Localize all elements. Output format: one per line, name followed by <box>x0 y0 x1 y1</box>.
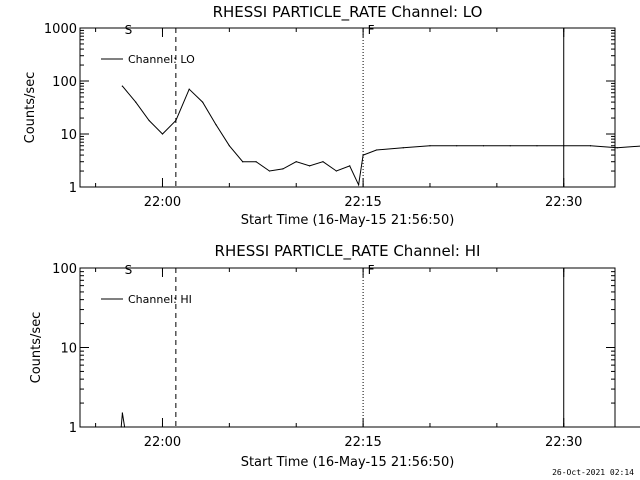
event-annotation: S <box>125 23 133 37</box>
data-point <box>161 133 164 135</box>
data-point <box>215 124 217 126</box>
chart-title: RHESSI PARTICLE_RATE Channel: LO <box>213 3 483 22</box>
panel-hi: RHESSI PARTICLE_RATE Channel: HI 1 10 100 22… <box>29 242 640 470</box>
timestamp-footer: 26-Oct-2021 02:14 <box>552 468 634 477</box>
event-annotation: F <box>368 23 375 37</box>
data-point <box>228 145 230 147</box>
x-tick-label: 22:15 <box>344 435 381 450</box>
data-point <box>242 161 244 163</box>
x-tick-label: 22:15 <box>344 195 381 210</box>
y-tick-label: 10 <box>60 128 77 143</box>
data-point <box>402 147 404 149</box>
legend-label: Channel: HI <box>128 293 192 306</box>
data-point <box>362 154 364 156</box>
data-point <box>309 165 311 167</box>
x-axis-label: Start Time (16-May-15 21:56:50) <box>241 455 455 470</box>
data-point <box>536 145 538 147</box>
data-point <box>482 145 485 147</box>
data-point <box>120 426 122 428</box>
y-tick-label: 100 <box>52 75 77 90</box>
y-tick-label: 1000 <box>44 22 77 37</box>
data-point <box>563 145 565 147</box>
series-line <box>120 412 640 428</box>
data-point <box>121 412 123 414</box>
data-point <box>589 145 592 147</box>
data-point <box>148 119 150 122</box>
x-tick-label: 22:30 <box>545 195 582 210</box>
x-axis-label: Start Time (16-May-15 21:56:50) <box>241 213 455 228</box>
data-point <box>282 168 284 170</box>
data-point <box>322 161 324 163</box>
data-point <box>358 184 360 186</box>
data-point <box>375 149 378 151</box>
data-point <box>429 145 431 147</box>
y-tick-label: 10 <box>60 342 77 357</box>
data-point <box>349 165 351 167</box>
data-point <box>335 170 337 172</box>
event-annotation: F <box>368 263 375 277</box>
data-point <box>255 161 257 163</box>
y-tick-label: 100 <box>52 262 77 277</box>
data-point <box>135 101 137 103</box>
series-line <box>122 85 640 187</box>
data-point <box>175 119 177 122</box>
data-point <box>123 426 126 428</box>
legend-label: Channel: LO <box>128 53 195 66</box>
y-tick-label: 1 <box>69 421 77 436</box>
plot-frame <box>79 27 616 188</box>
data-point <box>121 85 123 87</box>
x-tick-label: 22:00 <box>144 195 181 210</box>
data-point <box>202 101 204 103</box>
panel-lo: RHESSI PARTICLE_RATE Channel: LO 1 10 100 10… <box>23 3 640 228</box>
y-tick-label: 1 <box>69 181 77 196</box>
data-point <box>616 147 618 149</box>
y-axis-label: Counts/sec <box>23 72 38 144</box>
data-point <box>188 88 190 90</box>
data-point <box>295 161 297 163</box>
data-point <box>456 145 458 147</box>
plot-frame <box>79 267 616 428</box>
y-axis-label: Counts/sec <box>29 312 44 384</box>
event-annotation: S <box>125 263 133 277</box>
chart-title: RHESSI PARTICLE_RATE Channel: HI <box>215 242 481 261</box>
x-tick-label: 22:00 <box>144 435 181 450</box>
data-point <box>268 170 271 172</box>
data-point <box>509 145 511 147</box>
x-tick-label: 22:30 <box>545 435 582 450</box>
